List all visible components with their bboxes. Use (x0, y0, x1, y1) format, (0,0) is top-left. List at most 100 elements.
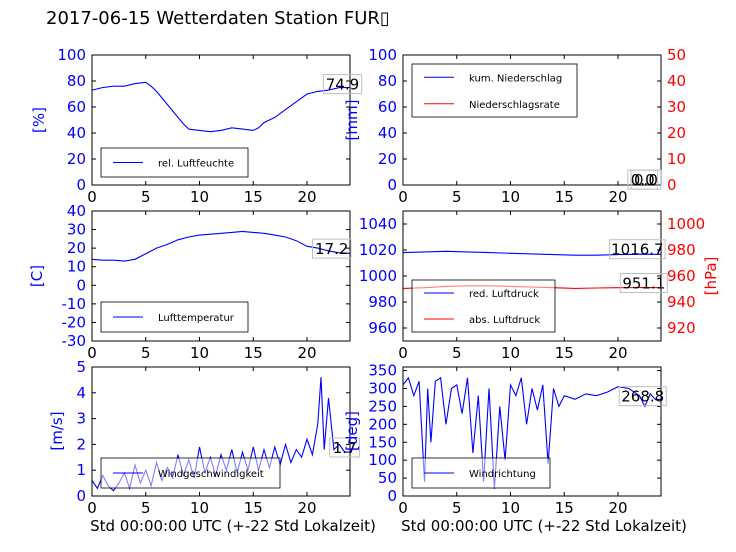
x-tick-label: 0 (87, 499, 97, 517)
y-axis-label: [mm] (343, 100, 361, 141)
plot-frame (91, 366, 351, 497)
y-tick-label: 80 (378, 72, 397, 90)
y-tick-label: 20 (378, 150, 397, 168)
y-tick-label-right: 40 (667, 72, 686, 90)
y-tick-label: 100 (368, 46, 397, 64)
legend-box (411, 279, 556, 333)
y-tick-label: 80 (67, 72, 86, 90)
x-tick-label: 10 (190, 499, 209, 517)
y-tick-label: 40 (67, 124, 86, 142)
legend-label: kum. Niederschlag (469, 73, 562, 84)
annotation-box (619, 273, 668, 293)
legend-label: Niederschlagsrate (469, 100, 560, 111)
annotation-box (618, 386, 667, 407)
series-line (402, 250, 662, 256)
plot-frame (402, 54, 662, 186)
x-tick-label: 5 (452, 499, 462, 517)
y-tick-label: 20 (67, 150, 86, 168)
x-tick-label: 15 (244, 188, 263, 206)
y-tick-label-right: 20 (667, 124, 686, 142)
annotation-box (329, 437, 361, 458)
legend-label: red. Luftdruck (469, 289, 539, 300)
y-tick-label: 1 (76, 461, 86, 479)
legend-label: abs. Luftdruck (469, 315, 540, 326)
y-tick-label: 1040 (359, 215, 397, 233)
series-line (402, 376, 662, 489)
plot-frame (91, 210, 351, 342)
x-tick-label: 10 (190, 344, 209, 362)
panel-5: 0 5 10 15 20 0 1 2 3 4 5 [m/s] Std 00:00:00 UTC (+-2… (48, 358, 376, 535)
x-tick-label: 15 (244, 344, 263, 362)
y-tick-label-right: 10 (667, 150, 686, 168)
y-tick-label: -10 (62, 295, 87, 313)
y-tick-label: 4 (76, 384, 86, 402)
x-tick-label: 5 (452, 188, 462, 206)
y-tick-label: 40 (378, 124, 397, 142)
legend-label: rel. Luftfeuchte (158, 159, 234, 170)
annotation-box (322, 74, 363, 95)
annotation-box (312, 238, 352, 259)
plot-frame (91, 54, 351, 186)
value-annotation: 951.1 (622, 275, 665, 293)
plot-frame (402, 366, 662, 497)
y-tick-label: 0 (76, 176, 86, 194)
value-annotation: 17.2 (315, 240, 348, 258)
annotation-box (630, 169, 662, 190)
y-tick-label: 250 (368, 397, 397, 415)
y-tick-label-right: 50 (667, 46, 686, 64)
y-tick-label-right: 30 (667, 98, 686, 116)
x-tick-label: 5 (141, 188, 151, 206)
x-tick-label: 5 (141, 499, 151, 517)
x-tick-label: 5 (141, 344, 151, 362)
y-tick-label: 20 (67, 239, 86, 257)
x-tick-label: 15 (555, 344, 574, 362)
x-tick-label: 10 (501, 344, 520, 362)
y-tick-label: 5 (76, 358, 86, 376)
x-tick-label: 20 (608, 188, 627, 206)
legend-box (411, 63, 578, 118)
y-tick-label-right: 980 (667, 241, 696, 259)
x-tick-label: 20 (608, 499, 627, 517)
x-tick-label: 20 (297, 188, 316, 206)
series-line (91, 81, 351, 133)
x-tick-label: 0 (87, 344, 97, 362)
legend-label: Windrichtung (469, 469, 536, 480)
chart-title: 2017-06-15 Wetterdaten Station FUR▯ (46, 8, 390, 29)
y-tick-label: 60 (67, 98, 86, 116)
y-tick-label: 0 (76, 276, 86, 294)
y-tick-label-right: 920 (667, 319, 696, 337)
series-line (91, 230, 351, 262)
y-axis-label: [deg] (343, 411, 361, 451)
value-annotation: 1016.7 (611, 241, 664, 259)
y-tick-label: 100 (57, 46, 86, 64)
legend-label: Windgeschwindigkeit (158, 469, 264, 480)
y-tick-label: 10 (67, 258, 86, 276)
y-tick-label: 3 (76, 410, 86, 428)
x-tick-label: 10 (501, 188, 520, 206)
panel-1: 0 5 10 15 20 0 20 40 60 80 100 [%] rel. Luftfeuchte 7… (30, 46, 363, 206)
x-axis-label: Std 00:00:00 UTC (+-22 Std Lokalzeit) (90, 517, 376, 535)
y-axis-label-right: [hPa] (702, 257, 720, 296)
y-tick-label: -20 (62, 313, 87, 331)
y-tick-label: 350 (368, 362, 397, 380)
x-axis-label: Std 00:00:00 UTC (+-22 Std Lokalzeit) (401, 517, 687, 535)
y-axis-label: [C] (28, 265, 46, 287)
y-tick-label: 0 (76, 487, 86, 505)
x-tick-label: 15 (555, 499, 574, 517)
y-tick-label: 40 (67, 202, 86, 220)
value-annotation: 0.0 (631, 171, 655, 189)
y-tick-label: 1000 (359, 267, 397, 285)
panel-3: 0 5 10 15 20-30-20-10010203040[C]Lufttempera… (28, 202, 352, 362)
y-tick-label: 100 (368, 451, 397, 469)
y-tick-label: 0 (387, 487, 397, 505)
x-tick-label: 0 (398, 499, 408, 517)
y-tick-label: 50 (378, 469, 397, 487)
x-tick-label: 10 (190, 188, 209, 206)
panel-4: 0 5 10 15 2096098010001020104092094096098010… (359, 210, 720, 362)
y-tick-label: 1020 (359, 241, 397, 259)
value-annotation: 74.9 (326, 76, 359, 94)
y-tick-label: 0 (387, 176, 397, 194)
y-tick-label-right: 940 (667, 293, 696, 311)
y-tick-label-right: 1000 (667, 215, 705, 233)
